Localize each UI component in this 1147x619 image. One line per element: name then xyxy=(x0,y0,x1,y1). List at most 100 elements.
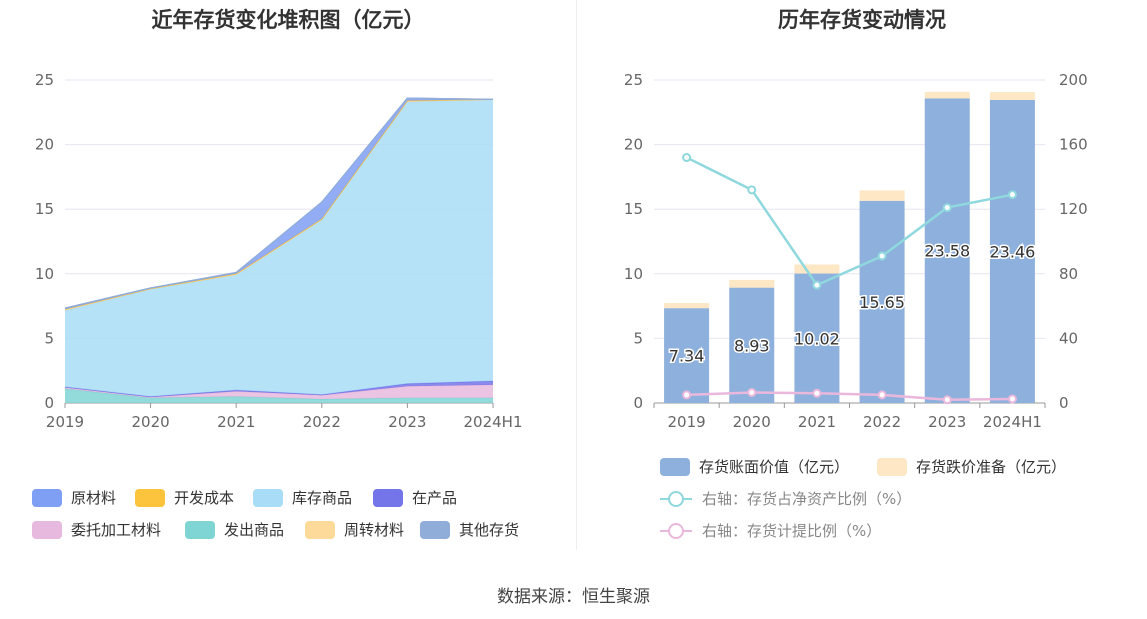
line-右轴：存货计提比例（%） xyxy=(686,391,1013,402)
bar-存货跌价准备（亿元） xyxy=(859,190,905,201)
legend-item[interactable]: 其他存货 xyxy=(420,519,519,540)
legend-swatch xyxy=(373,488,403,507)
x-tick-label: 2020 xyxy=(733,413,771,431)
left-chart-panel: 近年存货变化堆积图（亿元） 0 5 10 15 20 25 2019 2020 2021 2022… xyxy=(0,0,576,555)
bar-value-label: 15.65 xyxy=(859,293,905,312)
y-left-tick-label: 10 xyxy=(624,265,643,283)
x-tick-label: 2024H1 xyxy=(983,413,1042,431)
x-tick-label: 2021 xyxy=(217,413,255,431)
data-source-note: 数据来源：恒生聚源 xyxy=(497,587,650,607)
bar-存货跌价准备（亿元） xyxy=(924,91,970,99)
legend-swatch xyxy=(253,488,283,507)
bar-value-label: 7.34 xyxy=(669,347,705,366)
y-tick-label: 15 xyxy=(35,200,54,218)
y-tick-label: 20 xyxy=(35,136,54,154)
x-tick-label: 2019 xyxy=(667,413,705,431)
legend-item[interactable]: 发出商品 xyxy=(185,519,284,540)
legend-item[interactable]: 库存商品 xyxy=(253,487,352,508)
bar-value-label: 23.58 xyxy=(924,242,970,261)
y-tick-label: 0 xyxy=(44,394,54,412)
bar-存货账面价值（亿元） xyxy=(664,308,710,403)
legend-label: 委托加工材料 xyxy=(71,521,162,539)
right-chart-plot: 0 5 10 15 20 25 0 40 80 120 160 200 2019 2020 2021 2022… xyxy=(624,71,1088,431)
area-edge-其他存货 xyxy=(64,97,494,309)
legend-item[interactable]: 存货跌价准备（亿元） xyxy=(877,456,1066,477)
y-left-tick-label: 25 xyxy=(624,71,643,89)
y-left-tick-label: 0 xyxy=(633,394,643,412)
x-tick-label: 2020 xyxy=(132,413,170,431)
line-point xyxy=(747,185,757,195)
legend-swatch xyxy=(660,457,690,476)
legend-swatch xyxy=(877,457,907,476)
line-point xyxy=(877,251,887,261)
legend-label: 存货跌价准备（亿元） xyxy=(916,458,1067,476)
legend-swatch xyxy=(660,490,692,508)
line-point xyxy=(812,388,822,398)
y-right-tick-label: 200 xyxy=(1059,71,1088,89)
legend-swatch xyxy=(32,488,62,507)
line-point xyxy=(877,390,887,400)
y-left-tick-label: 5 xyxy=(633,329,643,347)
legend-item[interactable]: 右轴：存货占净资产比例（%） xyxy=(660,488,911,509)
legend-item[interactable]: 开发成本 xyxy=(135,487,234,508)
legend-label: 开发成本 xyxy=(174,489,235,507)
y-left-tick-label: 15 xyxy=(624,200,643,218)
bar-存货账面价值（亿元） xyxy=(729,287,775,403)
bar-存货账面价值（亿元） xyxy=(859,200,905,403)
legend-label: 发出商品 xyxy=(224,521,285,539)
legend-item[interactable]: 原材料 xyxy=(32,487,116,508)
legend-label: 其他存货 xyxy=(459,521,520,539)
x-tick-label: 2022 xyxy=(863,413,901,431)
bar-存货账面价值（亿元） xyxy=(989,99,1035,404)
y-tick-label: 5 xyxy=(44,329,54,347)
x-tick-label: 2023 xyxy=(388,413,426,431)
line-point xyxy=(682,390,692,400)
y-right-tick-label: 120 xyxy=(1059,200,1088,218)
legend-item[interactable]: 委托加工材料 xyxy=(32,519,161,540)
area-series-委托加工材料 xyxy=(65,384,493,400)
area-series-发出商品 xyxy=(65,388,493,403)
right-chart-panel: 历年存货变动情况 0 5 10 15 20 25 0 40 80 120 160 200 2019 202… xyxy=(577,0,1147,555)
line-point xyxy=(812,280,822,290)
area-edge-开发成本 xyxy=(64,98,494,310)
legend-label: 存货账面价值（亿元） xyxy=(699,458,850,476)
legend-swatch xyxy=(660,522,692,540)
line-右轴：存货占净资产比例（%） xyxy=(686,156,1013,287)
legend-item[interactable]: 周转材料 xyxy=(305,519,404,540)
legend-item[interactable]: 存货账面价值（亿元） xyxy=(660,456,849,477)
left-chart-title: 近年存货变化堆积图（亿元） xyxy=(151,8,425,32)
bar-value-label: 8.93 xyxy=(734,336,770,355)
line-point xyxy=(682,153,692,163)
x-tick-label: 2021 xyxy=(798,413,836,431)
legend-label: 在产品 xyxy=(412,489,458,507)
y-right-tick-label: 160 xyxy=(1059,136,1088,154)
line-point xyxy=(1007,190,1017,200)
legend-label: 右轴：存货占净资产比例（%） xyxy=(702,490,912,508)
bar-存货账面价值（亿元） xyxy=(924,98,970,403)
line-point xyxy=(1007,394,1017,404)
bar-存货跌价准备（亿元） xyxy=(729,279,775,288)
legend-item[interactable]: 在产品 xyxy=(373,487,457,508)
bar-value-label: 10.02 xyxy=(794,329,840,348)
x-tick-label: 2022 xyxy=(303,413,341,431)
x-tick-label: 2023 xyxy=(928,413,966,431)
y-right-tick-label: 40 xyxy=(1059,329,1078,347)
legend-label: 原材料 xyxy=(71,489,117,507)
legend-item[interactable]: 右轴：存货计提比例（%） xyxy=(660,520,881,541)
legend-swatch xyxy=(135,488,165,507)
bar-value-label: 23.46 xyxy=(990,242,1036,261)
panel-divider xyxy=(576,0,577,550)
y-right-tick-label: 80 xyxy=(1059,265,1078,283)
legend-label: 库存商品 xyxy=(292,489,353,507)
x-tick-label: 2024H1 xyxy=(464,413,523,431)
bar-存货账面价值（亿元） xyxy=(794,273,840,403)
x-tick-label: 2019 xyxy=(46,413,84,431)
legend-swatch xyxy=(305,520,335,539)
line-point xyxy=(942,203,952,213)
y-tick-label: 10 xyxy=(35,265,54,283)
bar-存货跌价准备（亿元） xyxy=(989,92,1035,100)
legend-swatch xyxy=(32,520,62,539)
legend-swatch xyxy=(185,520,215,539)
y-tick-label: 25 xyxy=(35,71,54,89)
bar-存货跌价准备（亿元） xyxy=(794,264,840,274)
